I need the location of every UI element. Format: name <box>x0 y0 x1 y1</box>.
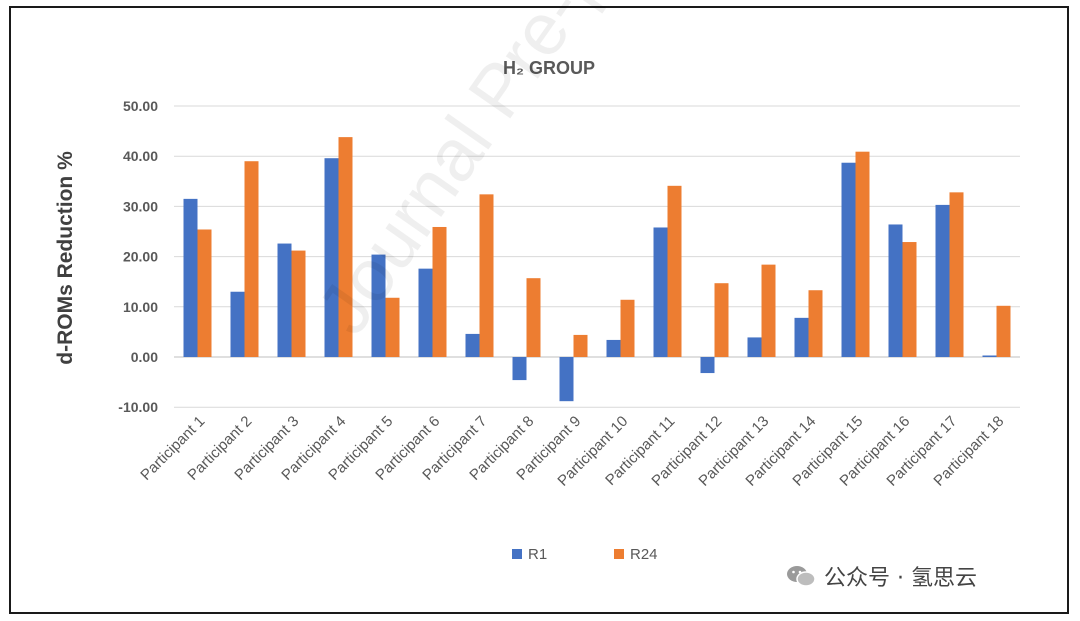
bar-r24 <box>291 250 306 357</box>
legend-swatch-r24 <box>614 549 624 559</box>
bar-r1 <box>183 198 198 357</box>
bar-r24 <box>432 226 447 357</box>
bar-r24 <box>761 264 776 357</box>
bar-r1 <box>418 268 433 357</box>
y-axis-label: d-ROMs Reduction % <box>54 151 77 365</box>
y-tick-label: 30.00 <box>123 198 158 214</box>
bar-r1 <box>982 355 997 357</box>
bar-r24 <box>479 194 494 357</box>
legend-swatch-r1 <box>512 549 522 559</box>
brand-label: 公众号 · 氢思云 <box>824 566 977 591</box>
bar-r24 <box>808 290 823 357</box>
bar-r1 <box>324 158 339 357</box>
brand-mark: 公众号 · 氢思云 <box>786 560 977 592</box>
legend-label-r1: R1 <box>528 546 547 563</box>
bar-r1 <box>841 162 856 357</box>
bar-r24 <box>526 278 541 357</box>
bar-r24 <box>385 297 400 357</box>
bar-r1 <box>935 204 950 357</box>
bar-r1 <box>794 317 809 357</box>
bar-r24 <box>197 229 212 357</box>
y-tick-label: -10.00 <box>118 399 158 415</box>
bar-r1 <box>888 224 903 357</box>
y-tick-label: 20.00 <box>123 249 158 265</box>
bar-r24 <box>620 299 635 357</box>
y-tick-label: 40.00 <box>123 148 158 164</box>
bar-r1 <box>653 227 668 357</box>
bar-r24 <box>667 185 682 357</box>
bar-r1 <box>747 337 762 357</box>
y-tick-label: 50.00 <box>123 98 158 114</box>
chart-title: H₂ GROUP <box>503 58 595 78</box>
bar-r24 <box>902 242 917 357</box>
bar-r24 <box>573 334 588 357</box>
bar-r1 <box>512 357 527 381</box>
bar-r1 <box>606 339 621 357</box>
bar-r1 <box>230 291 245 357</box>
wechat-icon <box>786 564 816 588</box>
y-tick-label: 10.00 <box>123 299 158 315</box>
bar-r24 <box>338 137 353 357</box>
bar-r24 <box>949 192 964 357</box>
bar-r1 <box>559 357 574 402</box>
legend-label-r24: R24 <box>630 546 658 563</box>
bar-r1 <box>277 243 292 357</box>
y-tick-label: 0.00 <box>131 349 158 365</box>
bar-r24 <box>855 151 870 357</box>
bar-r1 <box>700 357 715 374</box>
bar-r24 <box>714 283 729 357</box>
bar-r24 <box>996 305 1011 357</box>
bar-r1 <box>371 254 386 357</box>
bar-r1 <box>465 333 480 357</box>
bar-r24 <box>244 161 259 357</box>
